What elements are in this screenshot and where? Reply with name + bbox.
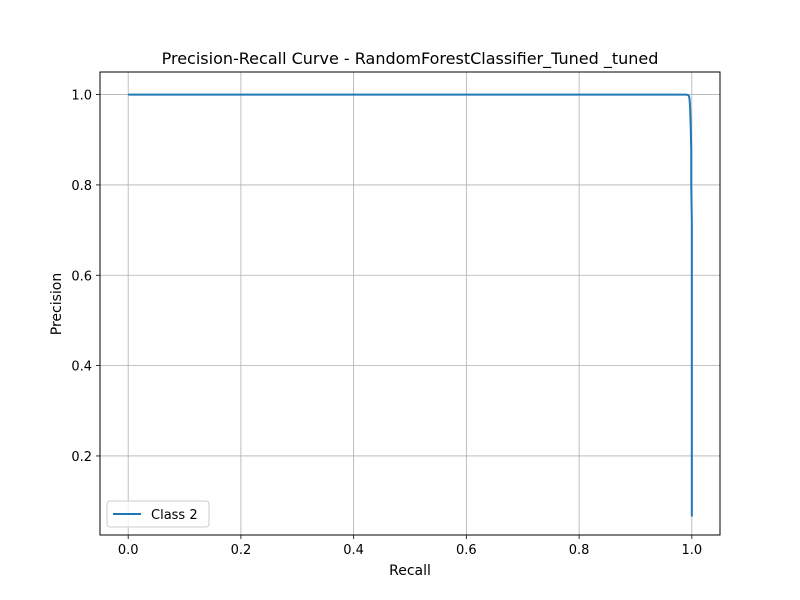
y-axis-title: Precision [49, 273, 65, 335]
x-tick-label: 0.0 [118, 543, 139, 558]
x-axis-title: Recall [389, 563, 431, 579]
x-tick-label: 1.0 [681, 543, 702, 558]
y-tick-label: 0.2 [71, 450, 92, 465]
y-tick-label: 0.4 [71, 360, 92, 375]
x-tick-label: 0.8 [569, 543, 590, 558]
x-tick-label: 0.2 [231, 543, 252, 558]
y-tick-label: 0.6 [71, 269, 92, 284]
axis-ticks: 0.0 0.2 0.4 0.6 0.8 1.0 0.2 0.4 0.6 0.8 1.0 [71, 89, 702, 558]
series-lines [128, 93, 693, 517]
x-tick-label: 0.4 [343, 543, 364, 558]
y-tick-label: 0.8 [71, 179, 92, 194]
legend-frame [106, 500, 210, 528]
x-tick-label: 0.6 [456, 543, 477, 558]
plot-area-frame [99, 71, 721, 536]
series-line-class-2 [128, 93, 693, 517]
chart-title: Precision-Recall Curve - RandomForestCla… [162, 49, 659, 69]
legend: Class 2 [106, 500, 210, 528]
y-tick-label: 1.0 [71, 89, 92, 104]
legend-label-class-2: Class 2 [151, 508, 198, 523]
